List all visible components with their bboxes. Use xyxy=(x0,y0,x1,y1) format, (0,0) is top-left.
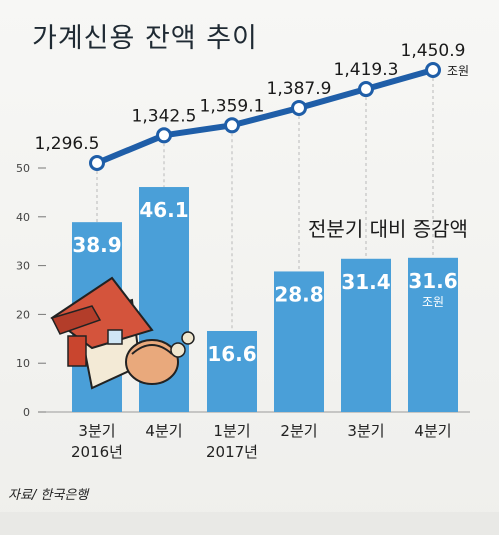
y-tick-label: 30 xyxy=(16,260,30,273)
x-tick-label: 3분기 xyxy=(78,422,115,440)
coin-icon xyxy=(181,331,195,345)
bar-value-label: 16.6 xyxy=(207,342,256,366)
x-tick-label: 2분기 xyxy=(280,422,317,440)
purse-clasp xyxy=(131,344,173,355)
line-point xyxy=(89,155,105,171)
bar xyxy=(207,330,257,412)
bar-series-label: 전분기 대비 증감액 xyxy=(308,217,468,241)
purse xyxy=(125,339,179,385)
y-tick-label: 20 xyxy=(16,308,30,321)
x-year-label: 2017년 xyxy=(206,443,258,461)
line-point xyxy=(156,127,172,144)
bar-value-label: 38.9 xyxy=(72,233,121,257)
y-tick-label: 0 xyxy=(23,406,30,419)
x-tick-label: 4분기 xyxy=(414,422,451,440)
bar xyxy=(408,257,458,412)
y-tick-label: 40 xyxy=(16,211,30,224)
house-window xyxy=(107,329,123,345)
house-illustration xyxy=(50,276,195,390)
line-point xyxy=(291,99,307,116)
coin-icon xyxy=(170,342,186,358)
bar-value-label: 31.4 xyxy=(341,270,390,294)
footer-strip xyxy=(0,512,499,535)
line-value-label: 1,359.1 xyxy=(200,96,265,116)
y-tick-label: 50 xyxy=(16,162,30,175)
bar-value-label: 28.8 xyxy=(274,282,323,306)
x-year-label: 2016년 xyxy=(71,443,123,461)
line-series xyxy=(95,67,434,166)
bar-value-label: 46.1 xyxy=(139,198,188,222)
line-value-label: 1,387.9 xyxy=(267,79,332,99)
chart-title: 가계신용 잔액 추이 xyxy=(32,23,258,54)
line-value-label: 1,342.5 xyxy=(132,106,197,126)
source-note: 자료/ 한국은행 xyxy=(8,488,89,503)
x-tick-label: 3분기 xyxy=(347,422,384,440)
line-point xyxy=(425,62,441,78)
line-point xyxy=(224,117,240,134)
y-tick-label: 10 xyxy=(16,357,30,370)
line-unit-label: 조원 xyxy=(447,64,469,78)
house-roof-edge xyxy=(50,305,102,335)
x-tick-label: 1분기 xyxy=(213,422,250,440)
line-value-label: 1,419.3 xyxy=(334,60,399,80)
bar xyxy=(341,258,391,412)
line-point xyxy=(358,81,374,98)
line-value-label: 1,450.9 xyxy=(401,41,466,61)
bar xyxy=(274,271,324,412)
bar-unit-label: 조원 xyxy=(422,295,444,309)
house-door xyxy=(67,335,87,367)
line-value-label: 1,296.5 xyxy=(35,134,100,154)
x-tick-label: 4분기 xyxy=(145,422,182,440)
bar-value-label: 31.6 xyxy=(408,269,457,293)
